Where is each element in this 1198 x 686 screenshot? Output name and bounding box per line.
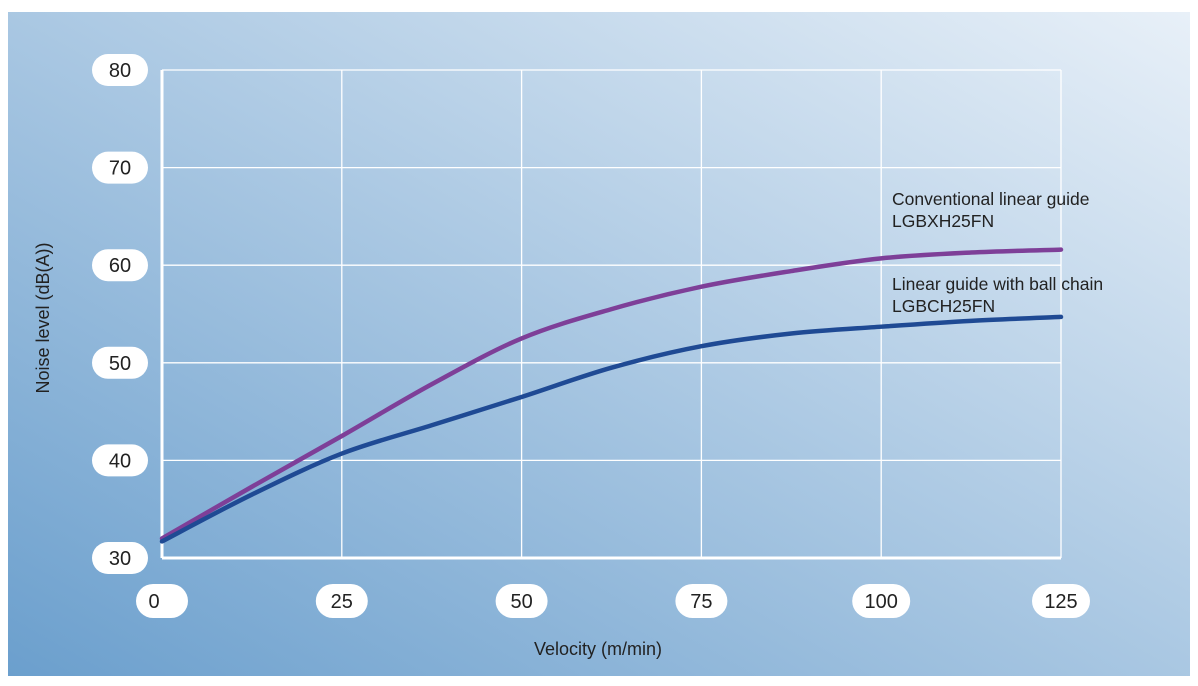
x-tick-label: 25 [331,591,353,613]
y-tick-label: 70 [109,158,131,180]
y-tick-pill [92,346,148,379]
x-tick-pill [495,584,548,618]
y-tick-pill [92,542,148,574]
y-tick-pill [92,249,148,282]
y-tick-pill [92,444,148,477]
x-tick-100: 100 [852,584,911,618]
x-tick-label: 0 [148,591,159,613]
y-tick-label: 40 [109,450,131,472]
series-label-line: LGBCH25FN [892,296,995,316]
series-label-line: Conventional linear guide [892,189,1090,209]
x-tick-50: 50 [495,584,548,618]
chart-background [8,12,1190,676]
y-tick-50: 50 [92,346,148,379]
x-tick-pill [1032,584,1090,618]
y-tick-70: 70 [92,151,148,184]
x-tick-label: 50 [510,591,532,613]
grid [160,69,1062,560]
y-tick-label: 30 [109,548,131,570]
y-tick-labels: 30 40 50 60 70 80 [92,54,148,574]
y-tick-60: 60 [92,249,148,282]
y-tick-label: 60 [109,255,131,277]
series-label-line: Linear guide with ball chain [892,274,1103,294]
y-tick-pill [92,54,148,86]
y-axis-label: Noise level (dB(A)) [33,242,53,393]
y-tick-pill [92,151,148,184]
x-tick-pill [136,584,188,618]
series-line-1 [159,314,1064,544]
x-tick-pill [675,584,728,618]
y-tick-label: 50 [109,353,131,375]
series-line-0 [159,247,1064,541]
x-tick-labels: 0 25 50 75 100 125 [136,584,1090,618]
y-tick-80: 80 [92,54,148,86]
x-tick-label: 75 [690,591,712,613]
x-tick-25: 25 [315,584,368,618]
y-tick-40: 40 [92,444,148,477]
series-lines [159,247,1064,544]
y-tick-30: 30 [92,542,148,574]
series-label-line: LGBXH25FN [892,211,994,231]
y-tick-label: 80 [109,60,131,82]
x-tick-label: 125 [1044,591,1077,613]
x-tick-125: 125 [1032,584,1090,618]
x-tick-pill [852,584,911,618]
x-tick-0: 0 [136,584,188,618]
x-tick-label: 100 [865,591,898,613]
x-axis-label: Velocity (m/min) [534,639,662,659]
x-tick-pill [315,584,368,618]
x-tick-75: 75 [675,584,728,618]
